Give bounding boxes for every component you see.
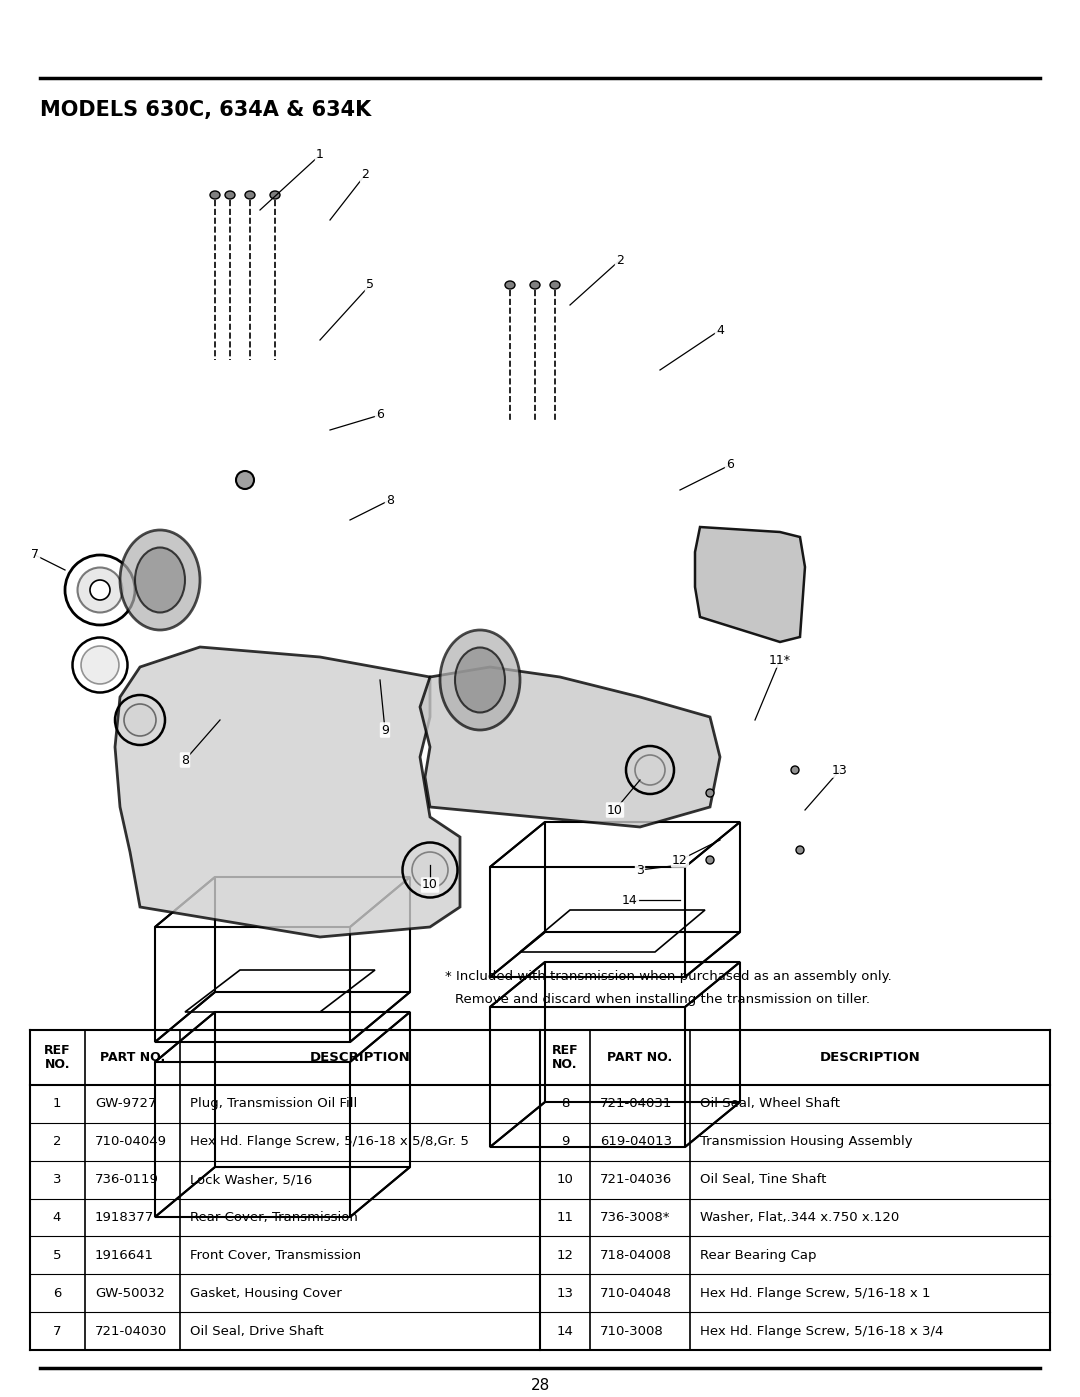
Ellipse shape	[505, 281, 515, 289]
Text: 1: 1	[53, 1098, 62, 1111]
Ellipse shape	[530, 281, 540, 289]
Text: 12: 12	[556, 1249, 573, 1261]
Text: 721-04030: 721-04030	[95, 1324, 167, 1337]
Text: 1: 1	[316, 148, 324, 162]
Ellipse shape	[706, 856, 714, 863]
Text: Oil Seal, Tine Shaft: Oil Seal, Tine Shaft	[700, 1173, 826, 1186]
Ellipse shape	[237, 471, 254, 489]
Text: 5: 5	[53, 1249, 62, 1261]
Ellipse shape	[550, 281, 561, 289]
Text: 9: 9	[381, 724, 389, 736]
Text: 710-04049: 710-04049	[95, 1136, 167, 1148]
Text: Plug, Transmission Oil Fill: Plug, Transmission Oil Fill	[190, 1098, 357, 1111]
Text: 9: 9	[561, 1136, 569, 1148]
Ellipse shape	[81, 645, 119, 685]
Text: Hex Hd. Flange Screw, 5/16-18 x 3/4: Hex Hd. Flange Screw, 5/16-18 x 3/4	[700, 1324, 943, 1337]
Text: 718-04008: 718-04008	[600, 1249, 672, 1261]
Text: Oil Seal, Drive Shaft: Oil Seal, Drive Shaft	[190, 1324, 324, 1337]
Text: 3: 3	[53, 1173, 62, 1186]
Ellipse shape	[796, 847, 804, 854]
Text: DESCRIPTION: DESCRIPTION	[310, 1051, 410, 1065]
Ellipse shape	[791, 766, 799, 774]
Text: * Included with transmission when purchased as an assembly only.: * Included with transmission when purcha…	[445, 970, 892, 983]
Text: MODELS 630C, 634A & 634K: MODELS 630C, 634A & 634K	[40, 101, 372, 120]
Text: 710-04048: 710-04048	[600, 1287, 672, 1299]
Ellipse shape	[225, 191, 235, 198]
Text: Hex Hd. Flange Screw, 5/16-18 x 5/8,Gr. 5: Hex Hd. Flange Screw, 5/16-18 x 5/8,Gr. …	[190, 1136, 469, 1148]
Polygon shape	[420, 666, 720, 827]
Ellipse shape	[120, 529, 200, 630]
Text: 2: 2	[616, 253, 624, 267]
Text: 721-04036: 721-04036	[600, 1173, 672, 1186]
Ellipse shape	[124, 704, 156, 736]
Ellipse shape	[135, 548, 185, 612]
Text: 13: 13	[832, 764, 848, 777]
Text: 14: 14	[622, 894, 638, 907]
Text: 4: 4	[53, 1211, 62, 1224]
Text: 12: 12	[672, 854, 688, 866]
Text: 5: 5	[366, 278, 374, 292]
Text: 619-04013: 619-04013	[600, 1136, 672, 1148]
Text: 6: 6	[53, 1287, 62, 1299]
Text: 1916641: 1916641	[95, 1249, 154, 1261]
Text: Hex Hd. Flange Screw, 5/16-18 x 1: Hex Hd. Flange Screw, 5/16-18 x 1	[700, 1287, 931, 1299]
Text: 6: 6	[376, 408, 383, 422]
Text: 7: 7	[31, 549, 39, 562]
Ellipse shape	[78, 567, 122, 612]
Text: 11: 11	[556, 1211, 573, 1224]
Text: Transmission Housing Assembly: Transmission Housing Assembly	[700, 1136, 913, 1148]
Text: Washer, Flat,.344 x.750 x.120: Washer, Flat,.344 x.750 x.120	[700, 1211, 900, 1224]
Polygon shape	[696, 527, 805, 643]
Ellipse shape	[245, 191, 255, 198]
Text: 28: 28	[530, 1377, 550, 1393]
Ellipse shape	[210, 191, 220, 198]
Text: Lock Washer, 5/16: Lock Washer, 5/16	[190, 1173, 312, 1186]
Text: GW-50032: GW-50032	[95, 1287, 165, 1299]
Ellipse shape	[635, 754, 665, 785]
Text: 736-3008*: 736-3008*	[600, 1211, 671, 1224]
Text: Gasket, Housing Cover: Gasket, Housing Cover	[190, 1287, 341, 1299]
Text: 2: 2	[53, 1136, 62, 1148]
Ellipse shape	[90, 580, 110, 599]
Ellipse shape	[455, 647, 505, 712]
Text: 8: 8	[561, 1098, 569, 1111]
Text: 10: 10	[556, 1173, 573, 1186]
Text: 2: 2	[361, 169, 369, 182]
Text: 13: 13	[556, 1287, 573, 1299]
Text: Remove and discard when installing the transmission on tiller.: Remove and discard when installing the t…	[455, 993, 870, 1006]
Text: 710-3008: 710-3008	[600, 1324, 664, 1337]
Text: 736-0119: 736-0119	[95, 1173, 159, 1186]
Text: 10: 10	[607, 803, 623, 816]
Polygon shape	[114, 647, 460, 937]
Text: 11*: 11*	[769, 654, 791, 666]
Text: 7: 7	[53, 1324, 62, 1337]
Ellipse shape	[706, 789, 714, 798]
Text: GW-9727: GW-9727	[95, 1098, 157, 1111]
Ellipse shape	[270, 191, 280, 198]
Text: Front Cover, Transmission: Front Cover, Transmission	[190, 1249, 361, 1261]
Ellipse shape	[440, 630, 519, 731]
Text: PART NO.: PART NO.	[607, 1051, 673, 1065]
Text: 8: 8	[386, 493, 394, 507]
Text: Rear Cover, Transmission: Rear Cover, Transmission	[190, 1211, 357, 1224]
Text: 3: 3	[636, 863, 644, 876]
Text: DESCRIPTION: DESCRIPTION	[820, 1051, 920, 1065]
Text: 8: 8	[181, 753, 189, 767]
Ellipse shape	[411, 852, 448, 888]
Text: REF
NO.: REF NO.	[552, 1044, 578, 1071]
Text: 6: 6	[726, 458, 734, 472]
Text: 721-04031: 721-04031	[600, 1098, 673, 1111]
Text: PART NO.: PART NO.	[99, 1051, 165, 1065]
Text: Rear Bearing Cap: Rear Bearing Cap	[700, 1249, 816, 1261]
Text: 10: 10	[422, 879, 437, 891]
Text: 1918377: 1918377	[95, 1211, 154, 1224]
Text: REF
NO.: REF NO.	[44, 1044, 71, 1071]
Text: 14: 14	[556, 1324, 573, 1337]
Text: Oil Seal, Wheel Shaft: Oil Seal, Wheel Shaft	[700, 1098, 840, 1111]
Text: 4: 4	[716, 324, 724, 337]
